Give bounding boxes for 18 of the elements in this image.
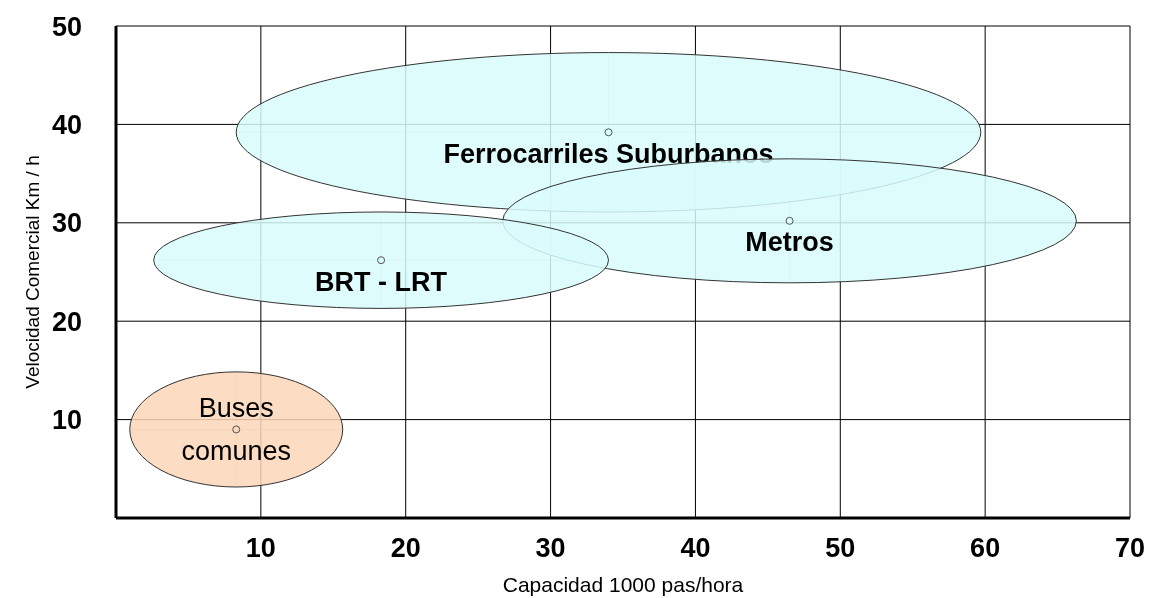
x-tick-label: 60 bbox=[970, 533, 1001, 564]
y-axis-title: Velocidad Comercial Km / h bbox=[21, 155, 43, 389]
x-tick-label: 50 bbox=[825, 533, 856, 564]
x-tick-label: 30 bbox=[535, 533, 566, 564]
y-tick-label: 10 bbox=[51, 405, 82, 436]
series-label: Ferrocarriles Suburbanos bbox=[443, 138, 774, 169]
y-tick-label: 30 bbox=[51, 208, 82, 239]
x-tick-label: 20 bbox=[390, 533, 421, 564]
x-tick-label: 70 bbox=[1114, 533, 1146, 564]
y-tick-label: 40 bbox=[51, 109, 82, 140]
series-label: Metros bbox=[745, 227, 834, 258]
x-axis-title: Capacidad 1000 pas/hora bbox=[502, 573, 744, 596]
x-tick-label: 40 bbox=[680, 533, 711, 564]
series-label: Buses comunes bbox=[181, 392, 292, 466]
y-tick-label: 20 bbox=[51, 306, 82, 337]
series-label: BRT - LRT bbox=[315, 266, 448, 297]
x-tick-label: 10 bbox=[245, 533, 276, 564]
y-tick-label: 50 bbox=[51, 11, 82, 42]
